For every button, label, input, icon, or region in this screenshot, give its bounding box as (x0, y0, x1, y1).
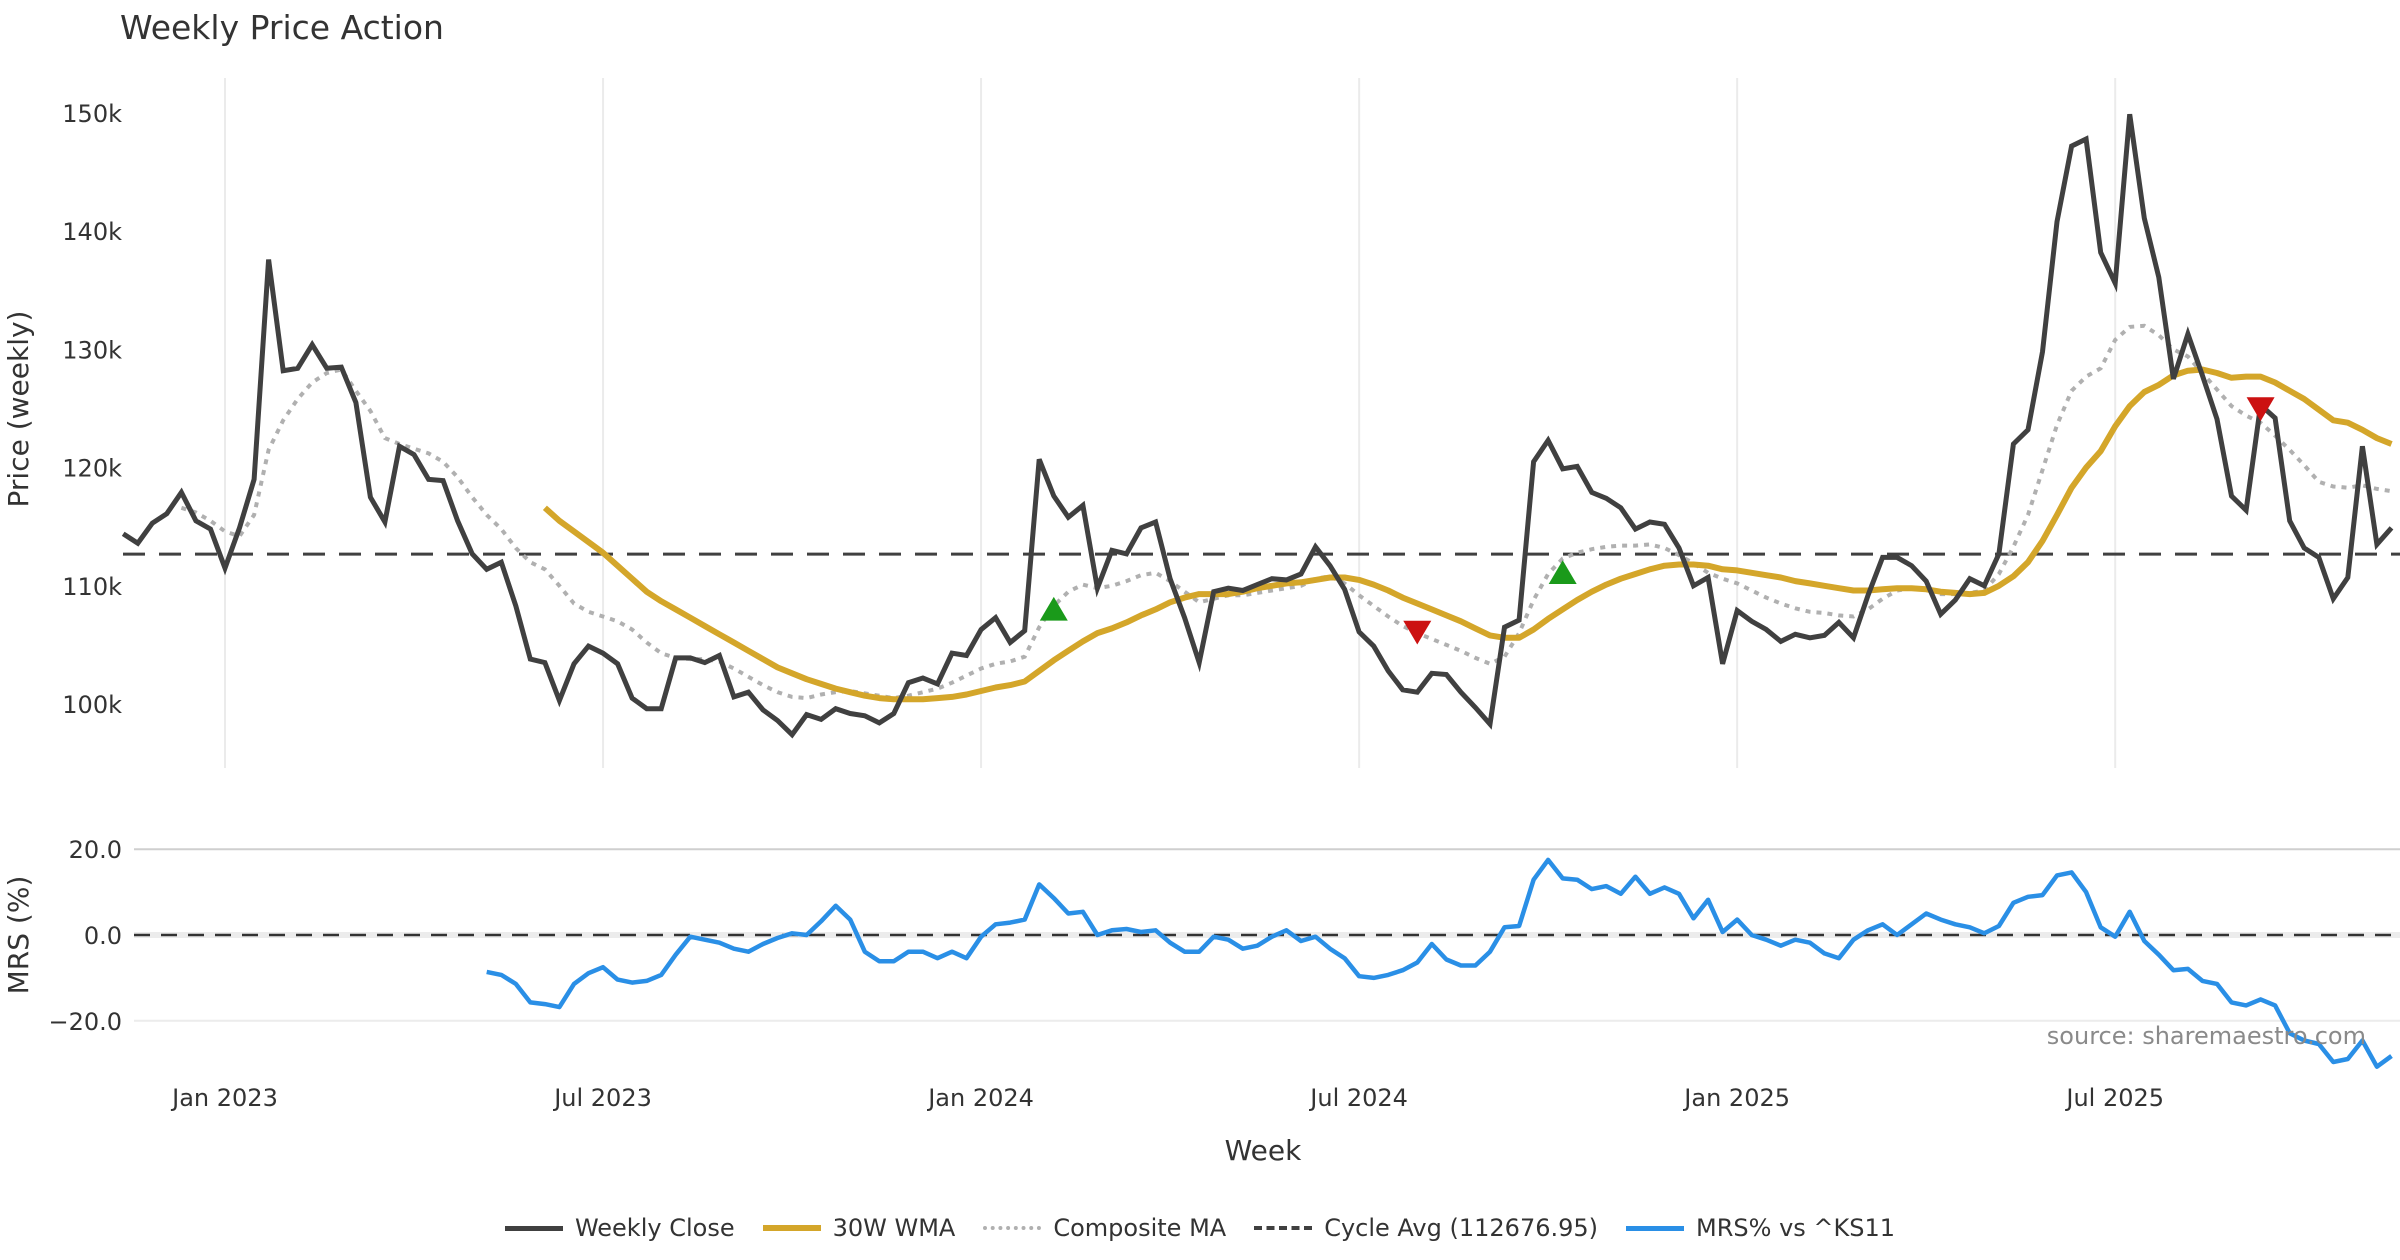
legend-item-mrs: MRS% vs ^KS11 (1626, 1214, 1895, 1242)
legend-item-cycle-avg: Cycle Avg (112676.95) (1254, 1214, 1598, 1242)
price-y-tick-label: 150k (62, 100, 122, 128)
x-tick-label: Jan 2023 (170, 1084, 278, 1112)
mrs-line (486, 857, 2393, 1069)
x-axis-label: Week (1225, 1134, 1302, 1167)
mrs-y-axis-label: MRS (%) (2, 876, 35, 995)
x-tick-label: Jul 2025 (2064, 1084, 2164, 1112)
buy-signal-marker (1548, 560, 1577, 584)
legend-label: Composite MA (1053, 1214, 1227, 1242)
signal-markers (1039, 397, 2275, 645)
weekly-close-line (121, 113, 2394, 739)
mrs-y-tick-label: 0.0 (84, 922, 122, 950)
chart-title: Weekly Price Action (120, 8, 444, 47)
price-y-tick-label: 120k (62, 455, 122, 483)
mrs-y-tick-label: −20.0 (48, 1008, 122, 1036)
composite-ma-line (180, 323, 2392, 701)
x-tick-label: Jul 2024 (1308, 1084, 1408, 1112)
legend-label: Cycle Avg (112676.95) (1324, 1214, 1599, 1242)
mrs-gridlines (134, 848, 2400, 1022)
legend-swatch-weekly-close (504, 1225, 563, 1231)
mrs-y-ticks: 20.0 0.0 −20.0 (48, 836, 122, 1036)
x-tick-label: Jul 2023 (552, 1084, 652, 1112)
legend-swatch-mrs (1626, 1225, 1685, 1231)
x-tick-label: Jan 2025 (1682, 1084, 1790, 1112)
legend-label: MRS% vs ^KS11 (1696, 1214, 1896, 1242)
legend-swatch-30w-wma (762, 1225, 821, 1231)
legend-item-30w-wma: 30W WMA (762, 1214, 956, 1242)
sell-signal-marker (2246, 397, 2275, 422)
price-y-tick-label: 100k (62, 691, 122, 719)
legend-label: Weekly Close (574, 1214, 735, 1242)
mrs-y-tick-label: 20.0 (69, 836, 122, 864)
legend-swatch-composite-ma (983, 1226, 1042, 1230)
x-ticks: Jan 2023 Jul 2023 Jan 2024 Jul 2024 Jan 2025… (170, 1084, 2164, 1112)
x-tick-label: Jan 2024 (926, 1084, 1034, 1112)
price-y-tick-label: 110k (62, 573, 122, 601)
price-y-ticks: 100k 110k 120k 130k 140k 150k (62, 100, 122, 719)
legend-item-weekly-close: Weekly Close (504, 1214, 735, 1242)
price-gridlines (224, 78, 2117, 768)
price-y-axis-label: Price (weekly) (2, 311, 35, 508)
price-y-tick-label: 140k (62, 218, 122, 246)
buy-signal-marker (1039, 596, 1068, 621)
source-watermark: source: sharemaestro.com (2047, 1022, 2366, 1050)
legend-label: 30W WMA (832, 1214, 956, 1242)
legend-item-composite-ma: Composite MA (983, 1214, 1226, 1242)
legend-swatch-cycle-avg (1254, 1226, 1313, 1230)
wma-30w-line (542, 366, 2393, 703)
legend: Weekly Close 30W WMA Composite MA Cycle … (0, 1208, 2400, 1248)
sell-signal-marker (1403, 620, 1432, 645)
price-y-tick-label: 130k (62, 336, 122, 364)
